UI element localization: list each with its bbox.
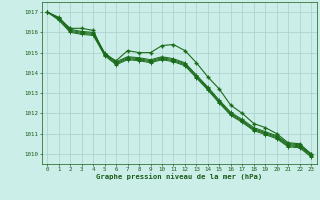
X-axis label: Graphe pression niveau de la mer (hPa): Graphe pression niveau de la mer (hPa) (96, 173, 262, 180)
